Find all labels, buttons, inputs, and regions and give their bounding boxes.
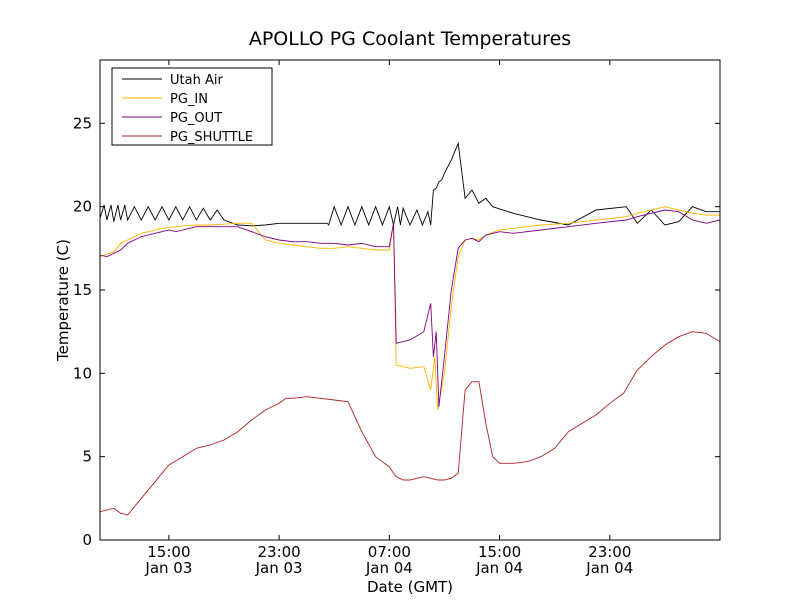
x-tick-date-label: Jan 04 <box>475 559 523 577</box>
legend-label: PG_OUT <box>170 111 222 126</box>
series-line-pg-out <box>99 209 721 407</box>
plot-frame <box>99 59 721 541</box>
legend-label: PG_IN <box>170 92 208 107</box>
x-tick-time-label: 07:00 <box>368 543 411 561</box>
x-tick-time-label: 15:00 <box>478 543 521 561</box>
y-axis: 0 5 10 15 20 25 <box>73 114 720 549</box>
y-tick-label: 15 <box>73 281 92 299</box>
x-axis-label: Date (GMT) <box>367 578 453 596</box>
x-tick-date-label: Jan 03 <box>144 559 192 577</box>
legend-label: PG_SHUTTLE <box>170 130 253 145</box>
y-axis-label: Temperature (C) <box>54 239 72 362</box>
legend-box <box>111 67 273 146</box>
legend-label: Utah Air <box>170 73 223 88</box>
series-layer <box>99 141 721 516</box>
x-tick-date-label: Jan 03 <box>255 559 303 577</box>
series-line-pg-shuttle <box>99 331 721 516</box>
chart-title: APOLLO PG Coolant Temperatures <box>249 28 571 50</box>
x-tick-date-label: Jan 04 <box>585 559 633 577</box>
legend: Utah Air PG_IN PG_OUT PG_SHUTTLE <box>111 67 273 146</box>
y-tick-label: 0 <box>82 531 92 549</box>
y-tick-label: 10 <box>73 364 92 382</box>
y-tick-label: 5 <box>82 448 92 466</box>
x-tick-time-label: 23:00 <box>588 543 631 561</box>
x-tick-time-label: 15:00 <box>147 543 190 561</box>
series-line-utah-air <box>99 141 720 227</box>
x-tick-time-label: 23:00 <box>257 543 300 561</box>
x-tick-date-label: Jan 04 <box>365 559 413 577</box>
y-tick-label: 20 <box>73 198 92 216</box>
y-tick-label: 25 <box>73 114 92 132</box>
